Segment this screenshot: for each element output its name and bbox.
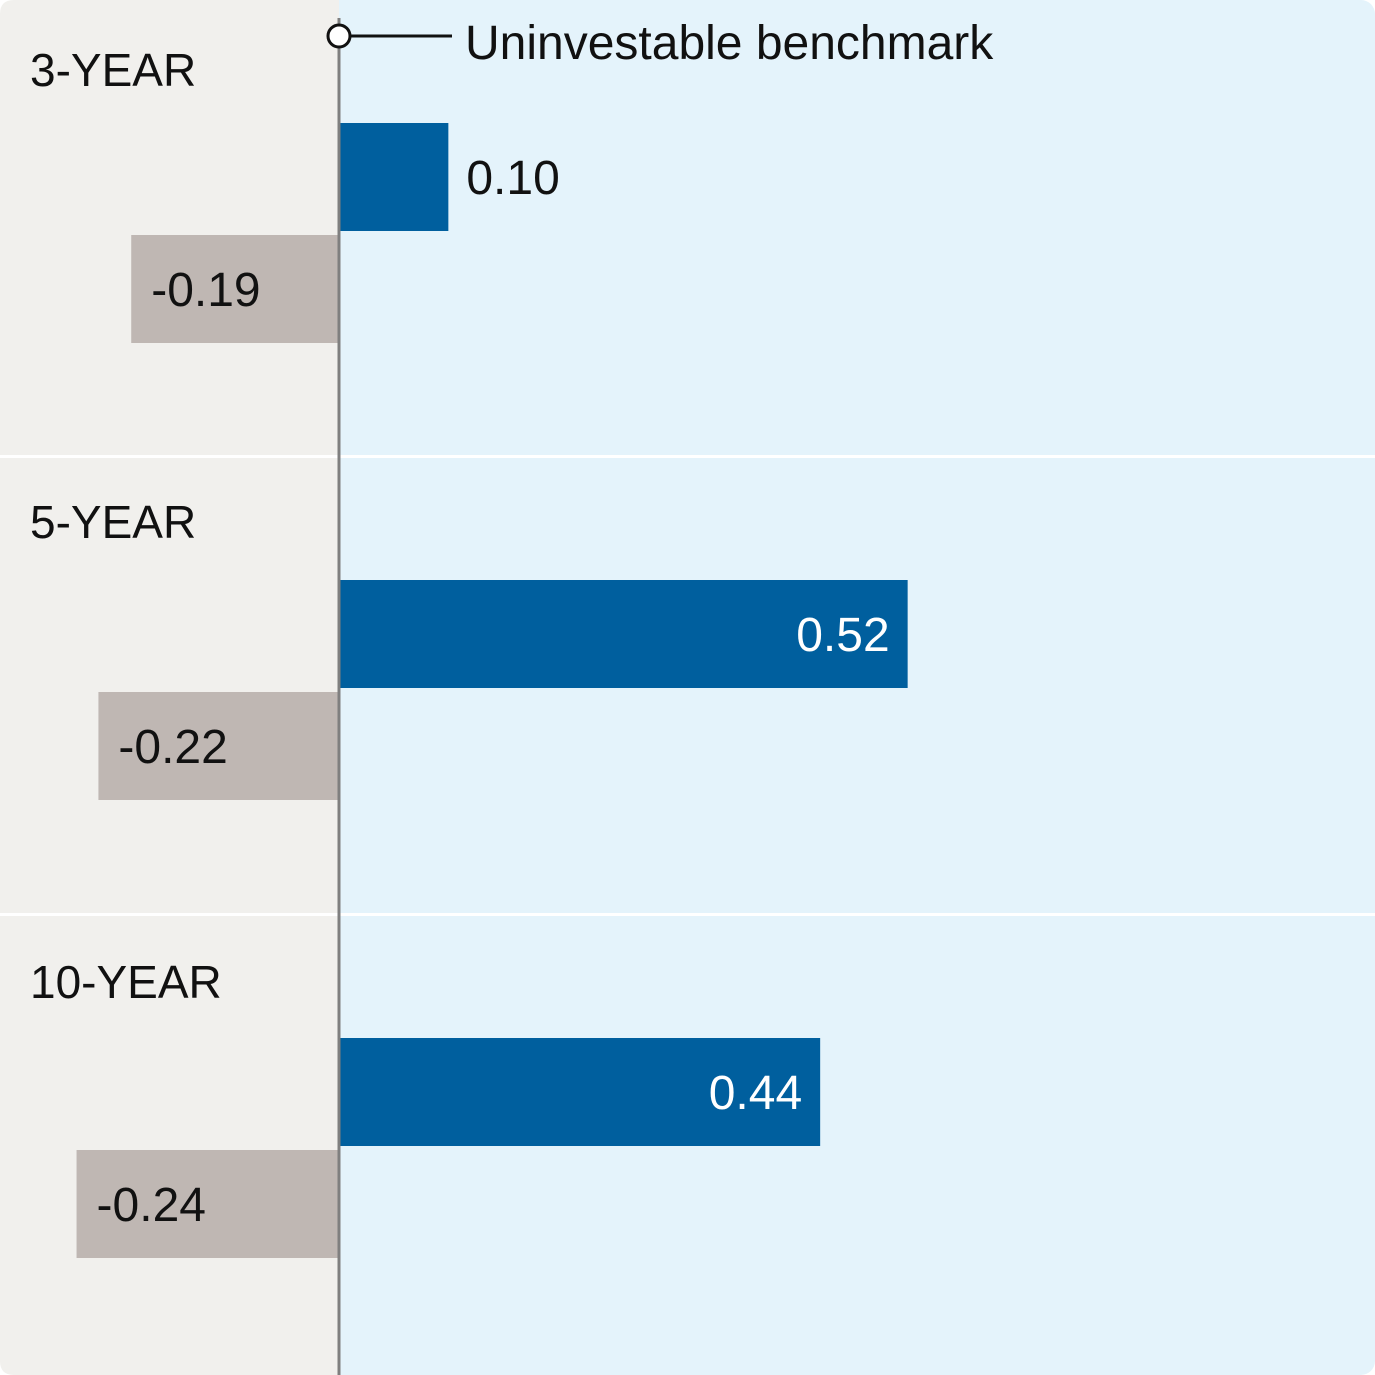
bar-negative: [131, 235, 339, 343]
annotation-label: Uninvestable benchmark: [465, 17, 994, 70]
bar-positive: [339, 123, 449, 231]
bar-value-label-positive: 0.10: [466, 152, 559, 205]
bar-negative: [76, 1150, 339, 1258]
zero-baseline: [337, 18, 341, 1375]
bar-value-label-negative: -0.22: [118, 721, 227, 774]
corner-fill-bl: [0, 1355, 20, 1375]
category-label: 5-YEAR: [30, 496, 196, 548]
bar-value-label-negative: -0.19: [151, 264, 260, 317]
bar-positive: [339, 580, 908, 688]
bar-value-label-positive: 0.44: [709, 1067, 802, 1120]
bar-negative: [98, 692, 339, 800]
bar-value-label-positive: 0.52: [796, 609, 889, 662]
negative-region: [0, 0, 339, 1375]
category-label: 10-YEAR: [30, 956, 222, 1008]
bar-positive: [339, 1038, 821, 1146]
panel-separator: [0, 913, 1375, 916]
bar-value-label-negative: -0.24: [97, 1179, 206, 1232]
category-label: 3-YEAR: [30, 44, 196, 96]
panel-separator: [0, 455, 1375, 458]
corner-fill-tl: [0, 0, 20, 20]
annotation-marker: [326, 23, 352, 49]
